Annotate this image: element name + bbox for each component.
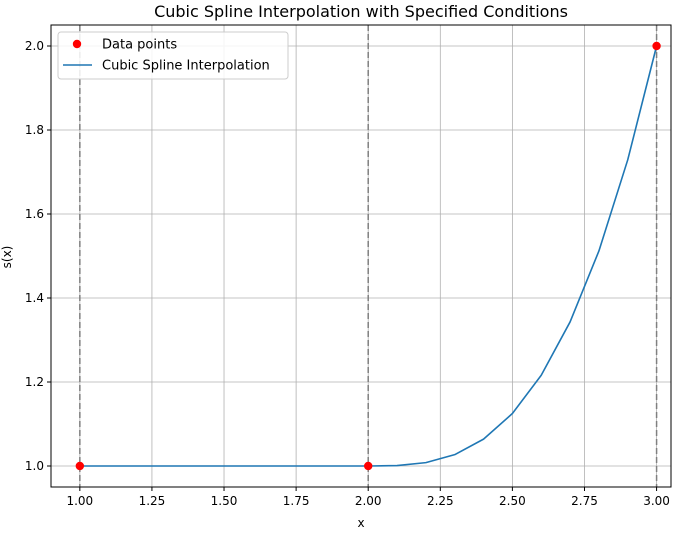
x-tick-label-6: 2.50 bbox=[499, 494, 526, 508]
x-ticks: 1.00 1.25 1.50 1.75 2.00 2.25 2.50 2.75 3.00 bbox=[66, 487, 670, 508]
x-tick-label-3: 1.75 bbox=[283, 494, 310, 508]
legend-box bbox=[57, 31, 289, 80]
plot-background bbox=[51, 25, 671, 487]
data-point-1 bbox=[364, 461, 373, 471]
y-tick-label-5: 2.0 bbox=[25, 39, 44, 53]
x-axis-label: x bbox=[357, 516, 364, 530]
chart-title: Cubic Spline Interpolation with Specifie… bbox=[154, 2, 568, 21]
legend-label-0: Data points bbox=[102, 38, 177, 53]
scatter-series-0 bbox=[75, 41, 661, 471]
x-tick-label-0: 1.00 bbox=[66, 494, 93, 508]
series-line-0 bbox=[79, 45, 658, 467]
plot-area: 1.00 1.25 1.50 1.75 2.00 2.25 2.50 2.75 3.001.01… bbox=[25, 24, 672, 508]
x-tick-label-1: 1.25 bbox=[139, 494, 166, 508]
data-point-2 bbox=[652, 41, 661, 51]
x-tick-label-7: 2.75 bbox=[571, 494, 598, 508]
y-tick-label-0: 1.0 bbox=[25, 459, 44, 473]
x-tick-label-2: 1.50 bbox=[211, 494, 238, 508]
axes-frame bbox=[50, 24, 672, 488]
legend-marker-0 bbox=[72, 39, 82, 49]
y-tick-label-2: 1.4 bbox=[25, 291, 44, 305]
y-tick-label-3: 1.6 bbox=[25, 207, 44, 221]
legend-label-1: Cubic Spline Interpolation bbox=[102, 59, 270, 74]
data-point-0 bbox=[75, 461, 85, 471]
x-tick-label-4: 2.00 bbox=[355, 494, 382, 508]
y-ticks: 1.0 1.2 1.4 1.6 1.8 2.0 bbox=[25, 39, 51, 473]
y-tick-label-4: 1.8 bbox=[25, 123, 44, 137]
y-tick-label-1: 1.2 bbox=[25, 375, 44, 389]
x-tick-label-8: 3.00 bbox=[643, 494, 670, 508]
x-tick-label-5: 2.25 bbox=[427, 494, 454, 508]
y-axis-label: s(x) bbox=[0, 246, 14, 269]
knot-lines bbox=[79, 25, 658, 487]
legend: Data points Cubic Spline Interpolation bbox=[57, 31, 289, 80]
